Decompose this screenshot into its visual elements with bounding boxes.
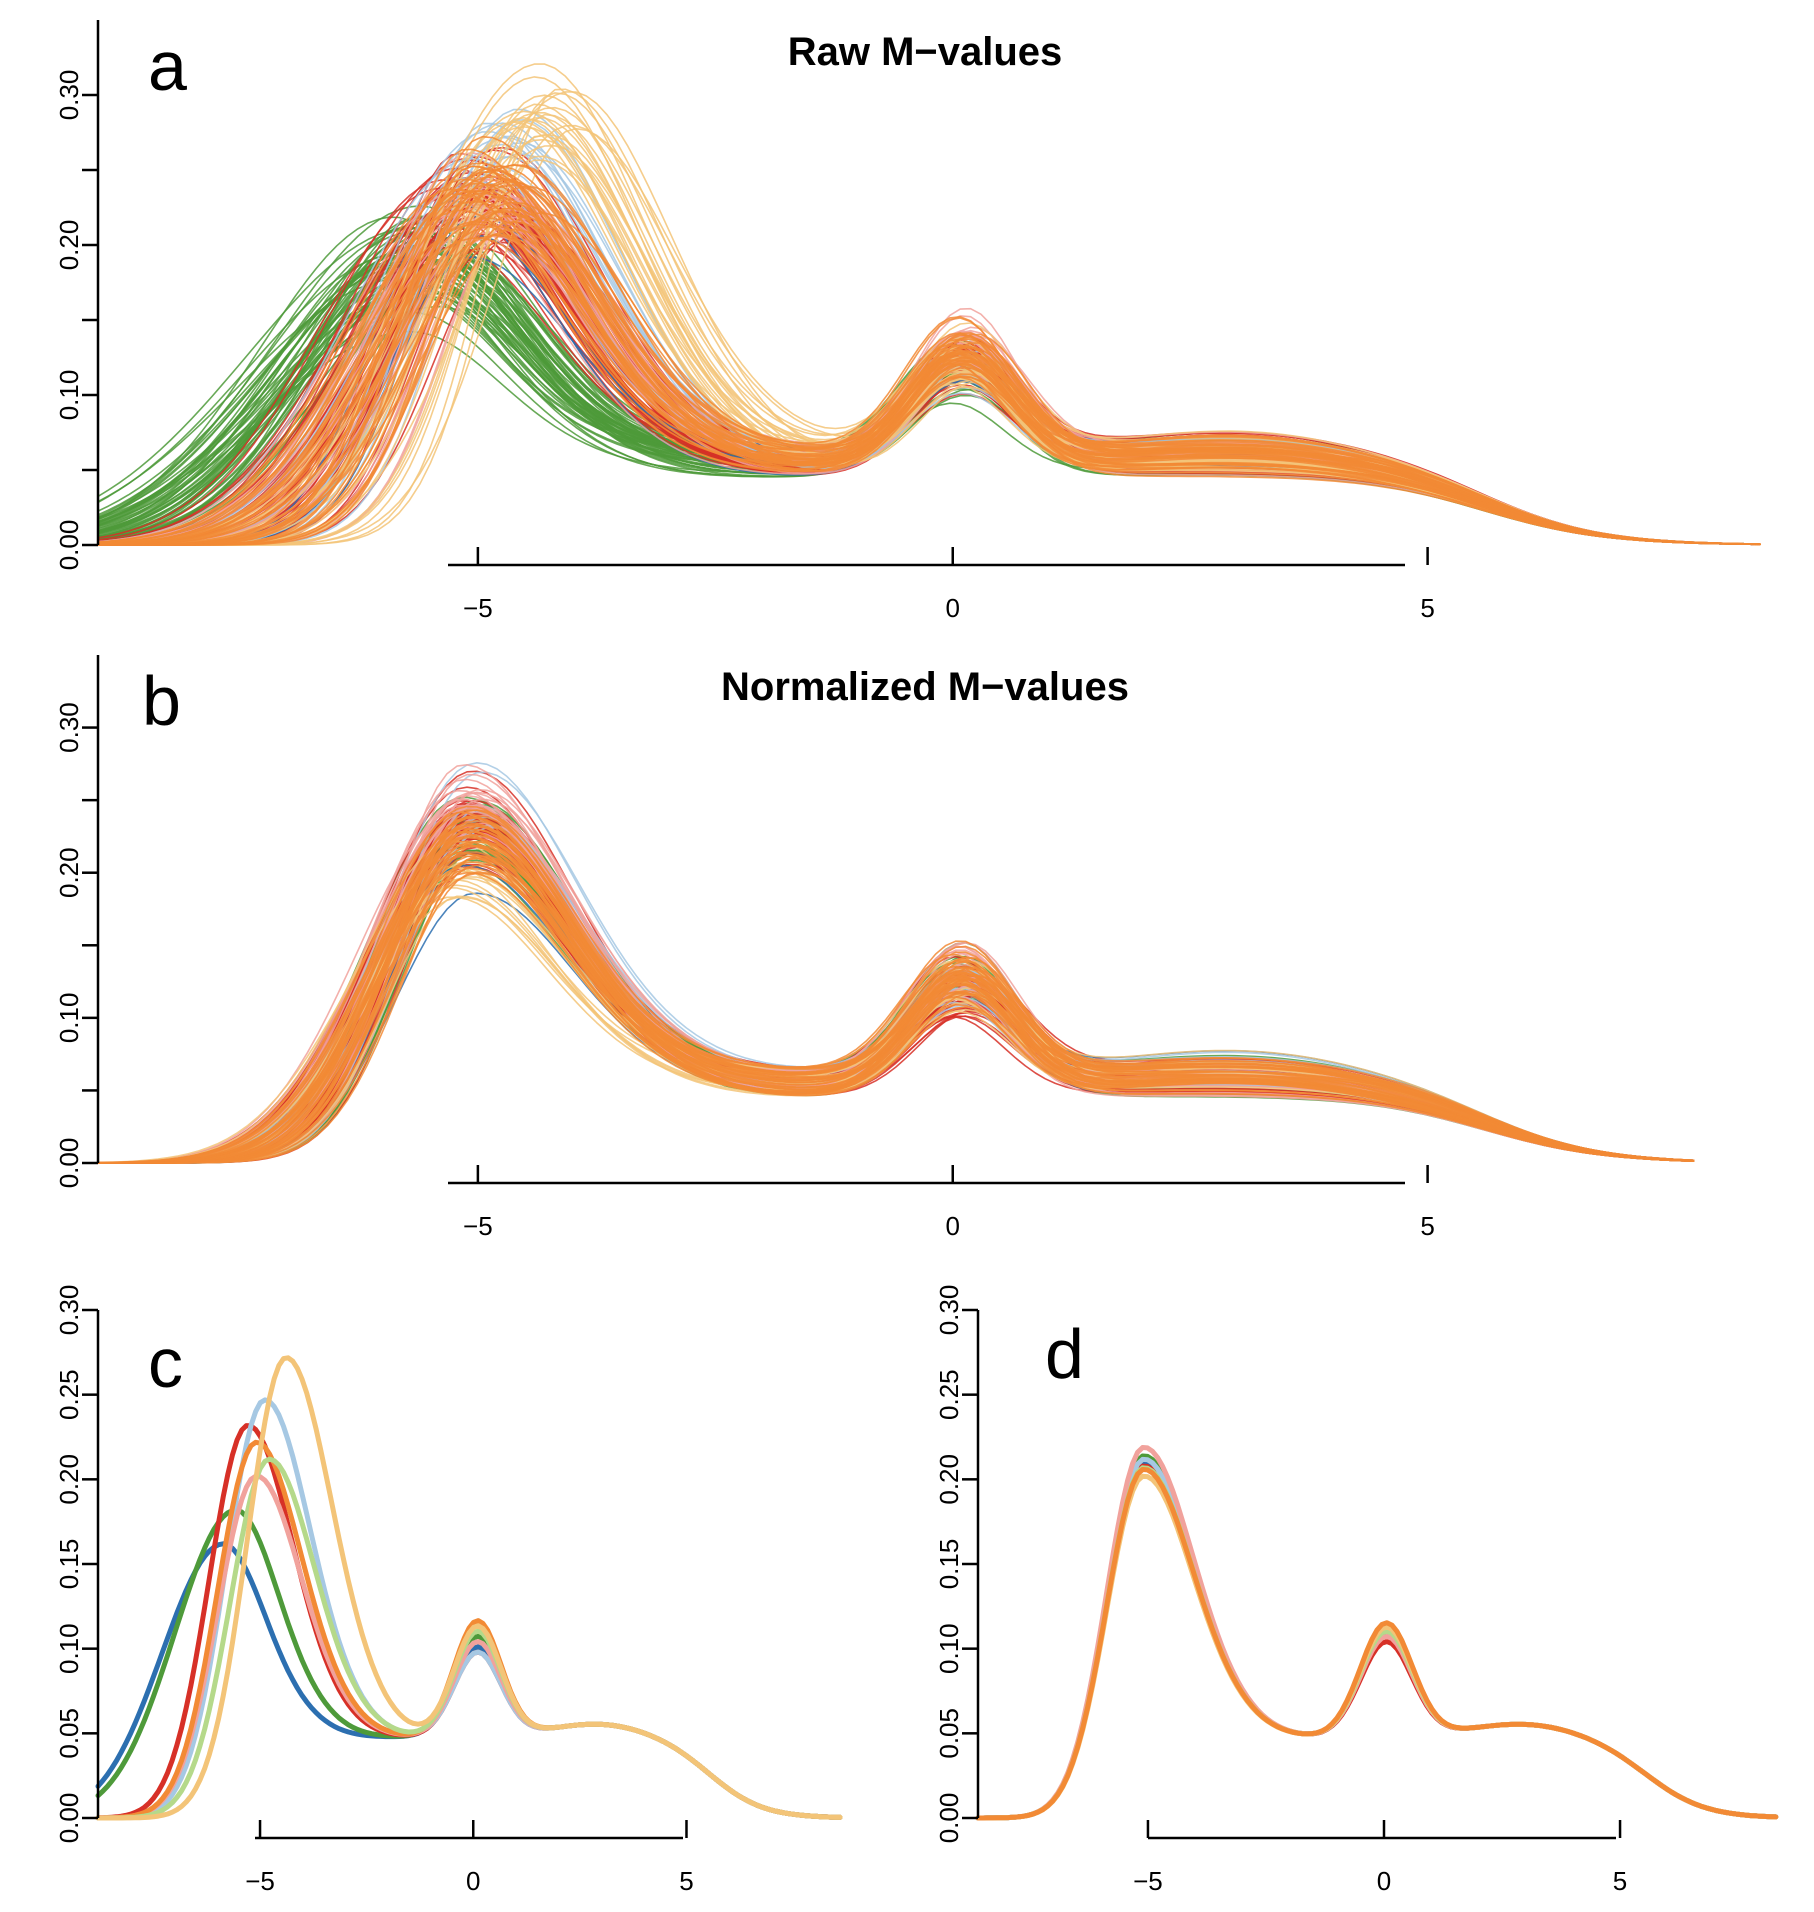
panel-d-ytick-label: 0.20 — [934, 1454, 964, 1505]
panel-a-density-curve — [97, 228, 1761, 546]
panel-d-x-ticks: −5 0 5 — [1133, 1820, 1627, 1896]
panel-c-curves — [95, 1355, 843, 1821]
panel-c-letter: c — [148, 1324, 183, 1402]
panel-b-density-curve — [97, 851, 1695, 1164]
panel-a: 0.00 0.10 0.20 0.30 −5 0 5 a Raw M−values — [54, 20, 1761, 623]
panel-c-ytick-label: 0.25 — [54, 1369, 84, 1420]
panel-b-density-curve — [97, 817, 1695, 1164]
panel-a-y-ticks: 0.00 0.10 0.20 0.30 — [54, 70, 98, 571]
panel-b-letter: b — [142, 662, 181, 740]
panel-c-mean-curve — [95, 1355, 843, 1821]
panel-b-x-ticks: −5 0 5 — [463, 1165, 1435, 1241]
panel-a-x-ticks: −5 0 5 — [463, 547, 1435, 623]
panel-c-ytick-label: 0.15 — [54, 1539, 84, 1590]
panel-a-curves — [97, 63, 1761, 546]
panel-b-ytick-label: 0.10 — [54, 993, 84, 1044]
panel-a-density-curve — [97, 175, 1761, 545]
panel-b-xtick-label: 5 — [1420, 1211, 1434, 1241]
panel-a-title: Raw M−values — [788, 30, 1063, 74]
panel-b-density-curve — [97, 852, 1695, 1164]
panel-c-xtick-label: −5 — [245, 1866, 275, 1896]
panel-b-density-curve — [97, 825, 1695, 1164]
panel-c-xtick-label: 0 — [466, 1866, 480, 1896]
panel-b-ytick-label: 0.30 — [54, 702, 84, 753]
panel-a-density-curve — [97, 188, 1761, 546]
panel-b-xtick-label: 0 — [946, 1211, 960, 1241]
panel-c-ytick-label: 0.30 — [54, 1285, 84, 1336]
panel-d-curves — [975, 1445, 1779, 1821]
panel-a-xtick-label: 5 — [1420, 593, 1434, 623]
panel-c-y-ticks: 0.00 0.05 0.10 0.15 0.20 0.25 0.30 — [54, 1285, 98, 1844]
panel-a-xtick-label: 0 — [946, 593, 960, 623]
panel-d-y-ticks: 0.00 0.05 0.10 0.15 0.20 0.25 0.30 — [934, 1285, 978, 1844]
panel-d-xtick-label: −5 — [1133, 1866, 1163, 1896]
panel-b-density-curve — [97, 809, 1695, 1164]
panel-b: 0.00 0.10 0.20 0.30 −5 0 5 b Normalized M−val… — [54, 655, 1695, 1241]
panel-d-ytick-label: 0.15 — [934, 1539, 964, 1590]
panel-a-letter: a — [148, 27, 187, 105]
panel-d-ytick-label: 0.05 — [934, 1708, 964, 1759]
panel-c-xtick-label: 5 — [679, 1866, 693, 1896]
panel-b-ytick-label: 0.00 — [54, 1138, 84, 1189]
panel-d: 0.00 0.05 0.10 0.15 0.20 0.25 0.30 −5 0 5 d — [934, 1285, 1779, 1896]
panel-a-density-curve — [97, 167, 1761, 546]
panel-b-density-curve — [97, 864, 1695, 1164]
panel-d-ytick-label: 0.30 — [934, 1285, 964, 1336]
panel-a-ytick-label: 0.10 — [54, 370, 84, 421]
panel-d-mean-curve — [975, 1467, 1779, 1821]
panel-a-density-curve — [97, 193, 1761, 546]
panel-b-title: Normalized M−values — [721, 665, 1129, 709]
panel-a-ytick-label: 0.20 — [54, 220, 84, 271]
panel-d-letter: d — [1045, 1315, 1084, 1393]
panel-d-ytick-label: 0.00 — [934, 1793, 964, 1844]
panel-b-density-curve — [97, 816, 1695, 1164]
panel-d-xtick-label: 0 — [1377, 1866, 1391, 1896]
panel-b-ytick-label: 0.20 — [54, 847, 84, 898]
panel-d-ytick-label: 0.25 — [934, 1369, 964, 1420]
panel-b-xtick-label: −5 — [463, 1211, 493, 1241]
panel-b-curves — [97, 762, 1695, 1164]
panel-c-ytick-label: 0.00 — [54, 1793, 84, 1844]
panel-b-y-ticks: 0.00 0.10 0.20 0.30 — [54, 702, 98, 1188]
panel-a-ytick-label: 0.30 — [54, 70, 84, 121]
panel-c-x-ticks: −5 0 5 — [245, 1820, 694, 1896]
panel-c-ytick-label: 0.05 — [54, 1708, 84, 1759]
panel-c-ytick-label: 0.10 — [54, 1623, 84, 1674]
panel-c-ytick-label: 0.20 — [54, 1454, 84, 1505]
panel-a-ytick-label: 0.00 — [54, 520, 84, 571]
panel-d-xtick-label: 5 — [1613, 1866, 1627, 1896]
panel-a-xtick-label: −5 — [463, 593, 493, 623]
panel-c: 0.00 0.05 0.10 0.15 0.20 0.25 0.30 −5 0 5 c — [54, 1285, 843, 1896]
panel-d-ytick-label: 0.10 — [934, 1623, 964, 1674]
